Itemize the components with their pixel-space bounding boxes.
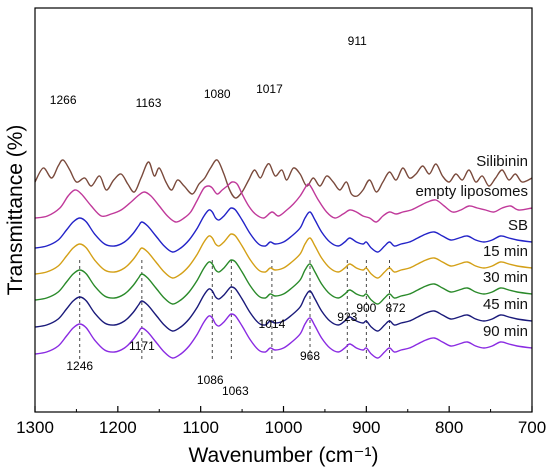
series-line-3 [34,233,533,279]
silibinin-peak-label-0: 1266 [50,93,77,107]
series-label-4: 30 min [483,269,528,286]
bottom-peak-label-5: 968 [300,349,320,363]
bottom-peak-label-0: 1246 [66,359,93,373]
series-line-1 [34,181,533,223]
bottom-peak-label-7: 900 [356,301,376,315]
series-line-0 [34,159,533,199]
x-tick-label-1: 1200 [99,418,137,437]
series-label-0: Silibinin [476,153,528,170]
bottom-peak-label-6: 923 [337,310,357,324]
x-axis-label: Wavenumber (cm⁻¹) [189,444,379,467]
series-label-1: empty liposomes [415,183,528,200]
bottom-peak-label-4: 1014 [259,317,286,331]
series-line-4 [34,259,533,305]
series-line-2 [34,207,533,253]
x-tick-label-6: 700 [518,418,546,437]
silibinin-peak-label-3: 1017 [256,82,283,96]
series-label-2: SB [508,217,528,234]
x-tick-label-3: 1000 [265,418,303,437]
x-tick-label-2: 1100 [182,418,219,437]
bottom-peak-label-3: 1063 [222,384,249,398]
silibinin-peak-label-4: 911 [348,34,367,48]
y-axis-label: Transmittance (%) [4,125,27,296]
bottom-peak-label-2: 1086 [197,373,224,387]
series-labels: Silibinin empty liposomes SB 15 min 30 min 45… [415,153,528,340]
series-label-3: 15 min [483,243,528,260]
spectra-series [34,159,533,359]
silibinin-peak-label-2: 1080 [204,87,231,101]
series-line-6 [34,313,533,359]
x-tick-label-4: 900 [352,418,380,437]
x-axis-ticks: 1300 1200 1100 1000 900 800 700 [16,406,546,437]
silibinin-peak-label-1: 1163 [136,96,162,110]
x-tick-label-0: 1300 [16,418,54,437]
series-line-5 [34,286,533,332]
series-label-6: 90 min [483,323,528,340]
bottom-peak-label-1: 1171 [129,339,155,353]
series-label-5: 45 min [483,296,528,313]
bottom-peak-label-8: 872 [386,301,406,315]
x-tick-label-5: 800 [435,418,463,437]
